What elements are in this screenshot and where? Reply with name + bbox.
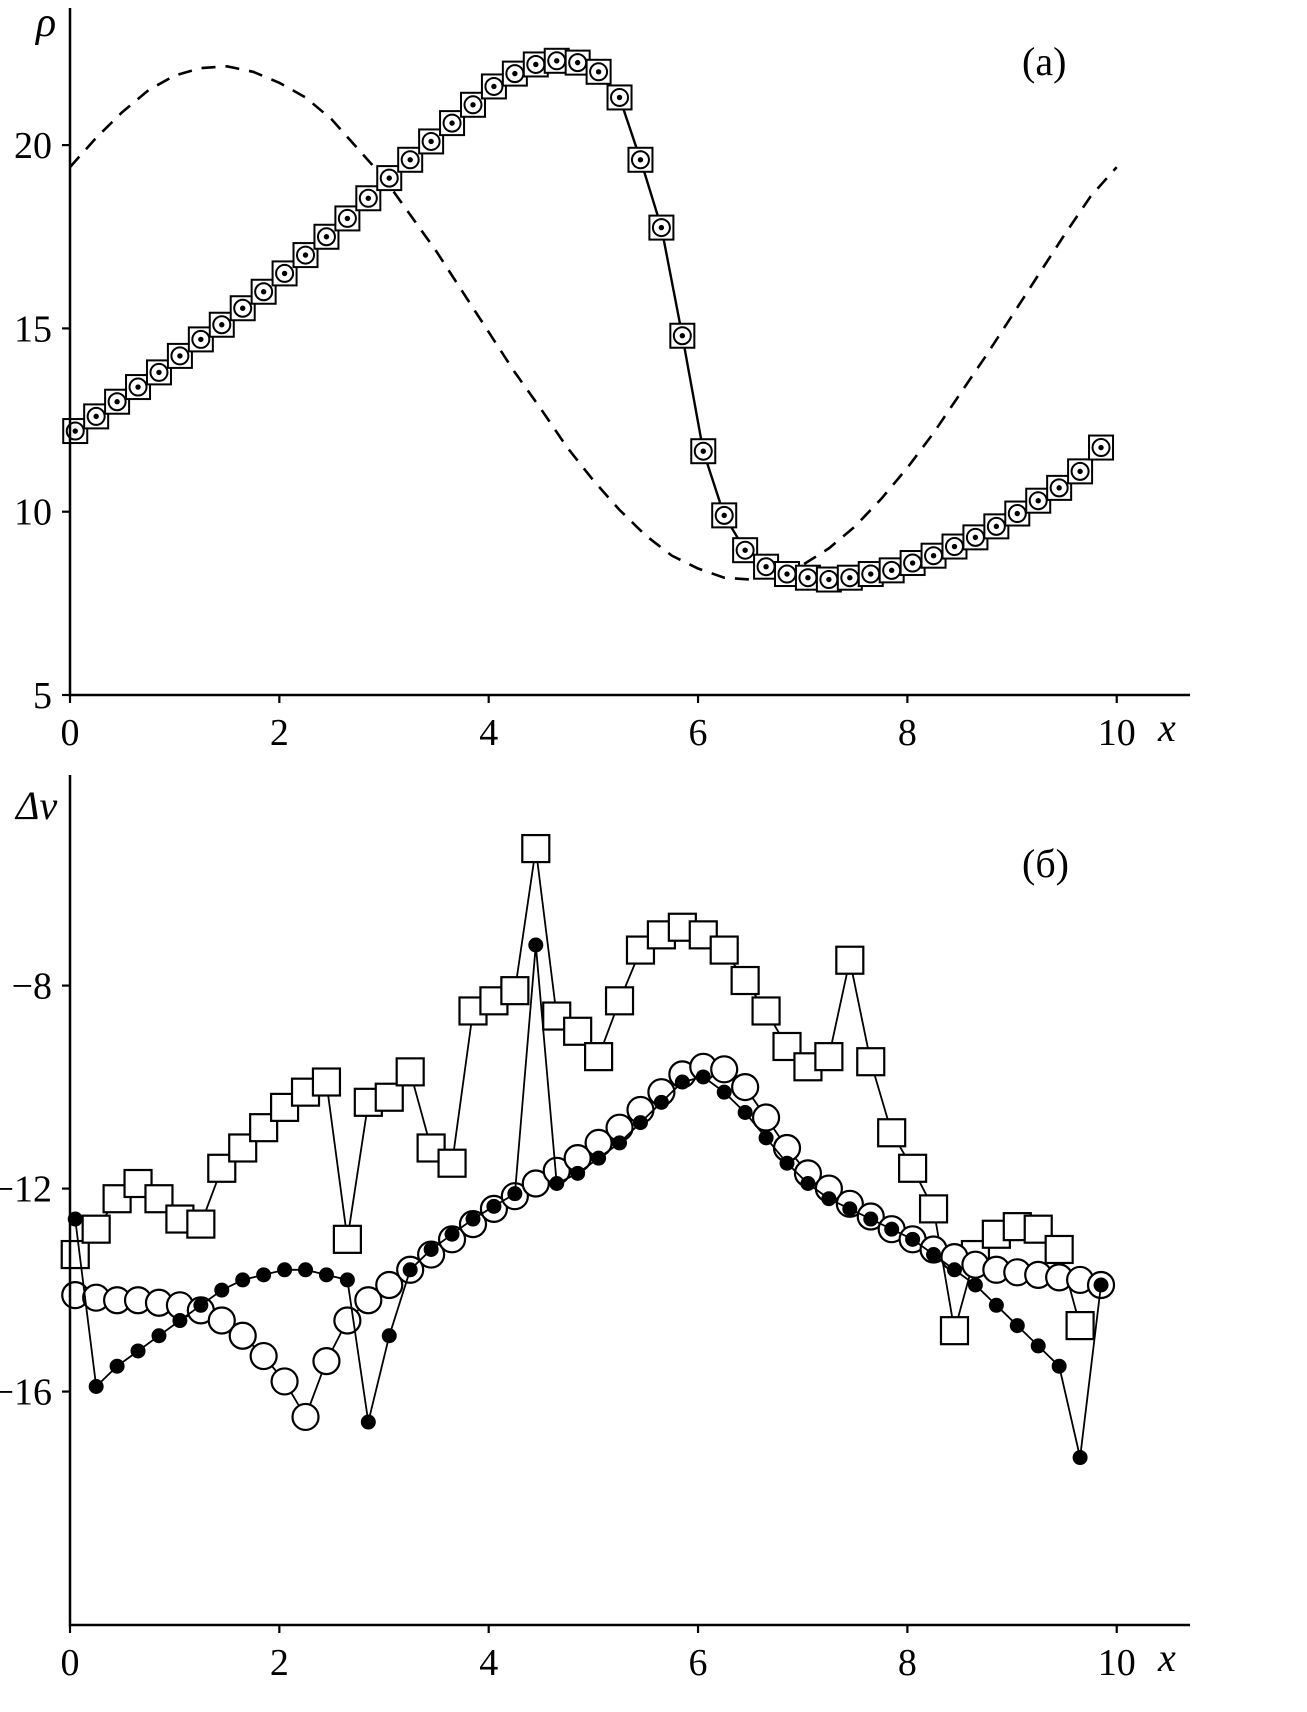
y-tick-label: 15: [14, 308, 52, 350]
y-tick-label: −8: [12, 966, 52, 1008]
x-tick-label: 4: [479, 712, 498, 754]
y-tick-label: −16: [0, 1372, 52, 1414]
panel-b-corner-label: (б): [1022, 841, 1069, 886]
panel-a-corner-label: (а): [1022, 39, 1067, 84]
y-tick-label: 20: [14, 125, 52, 167]
x-tick-label: 2: [270, 712, 289, 754]
x-tick-label: 8: [898, 712, 917, 754]
x-tick-label: 0: [61, 1642, 80, 1684]
y-tick-label: 10: [14, 492, 52, 534]
x-tick-label: 10: [1098, 712, 1136, 754]
panel-a-xlabel: x: [1158, 705, 1176, 750]
x-tick-label: 10: [1098, 1642, 1136, 1684]
line-velocity-error-open-circles: [75, 1065, 1102, 1419]
series-group: [62, 47, 1118, 593]
panel-a-ylabel: ρ: [36, 0, 57, 46]
y-axis-ticks: 5 10 15 20: [14, 125, 70, 717]
y-axis-ticks: −8 −12 −16: [0, 966, 70, 1414]
markers-velocity-error-filled-circles: [67, 937, 1109, 1466]
y-tick-label: −12: [0, 1169, 52, 1211]
panel-b-ylabel: Δv: [16, 783, 58, 828]
x-tick-label: 6: [689, 712, 708, 754]
x-tick-label: 2: [270, 1642, 289, 1684]
x-axis-ticks: 0 2 4 6 8 10: [61, 695, 1136, 754]
line-initial-density-dashed: [69, 64, 1118, 581]
markers-velocity-error-open-squares: [60, 833, 1095, 1346]
axes: [68, 775, 1190, 1627]
markers-numerical-density-markers: [62, 47, 1115, 593]
axes: [68, 8, 1190, 697]
x-tick-label: 6: [689, 1642, 708, 1684]
y-tick-label: 5: [33, 675, 52, 717]
x-axis-ticks: 0 2 4 6 8 10: [61, 1625, 1136, 1684]
panel-b-chart: 0 2 4 6 8 10 −8 −12 −16: [0, 775, 1190, 1684]
panel-a-chart: 0 2 4 6 8 10 5 10 15 20: [14, 8, 1190, 754]
panel-b-xlabel: x: [1158, 1635, 1176, 1680]
markers-velocity-error-open-circles: [61, 1052, 1116, 1432]
x-tick-label: 0: [61, 712, 80, 754]
x-tick-label: 4: [479, 1642, 498, 1684]
x-tick-label: 8: [898, 1642, 917, 1684]
series-group: [60, 833, 1116, 1466]
